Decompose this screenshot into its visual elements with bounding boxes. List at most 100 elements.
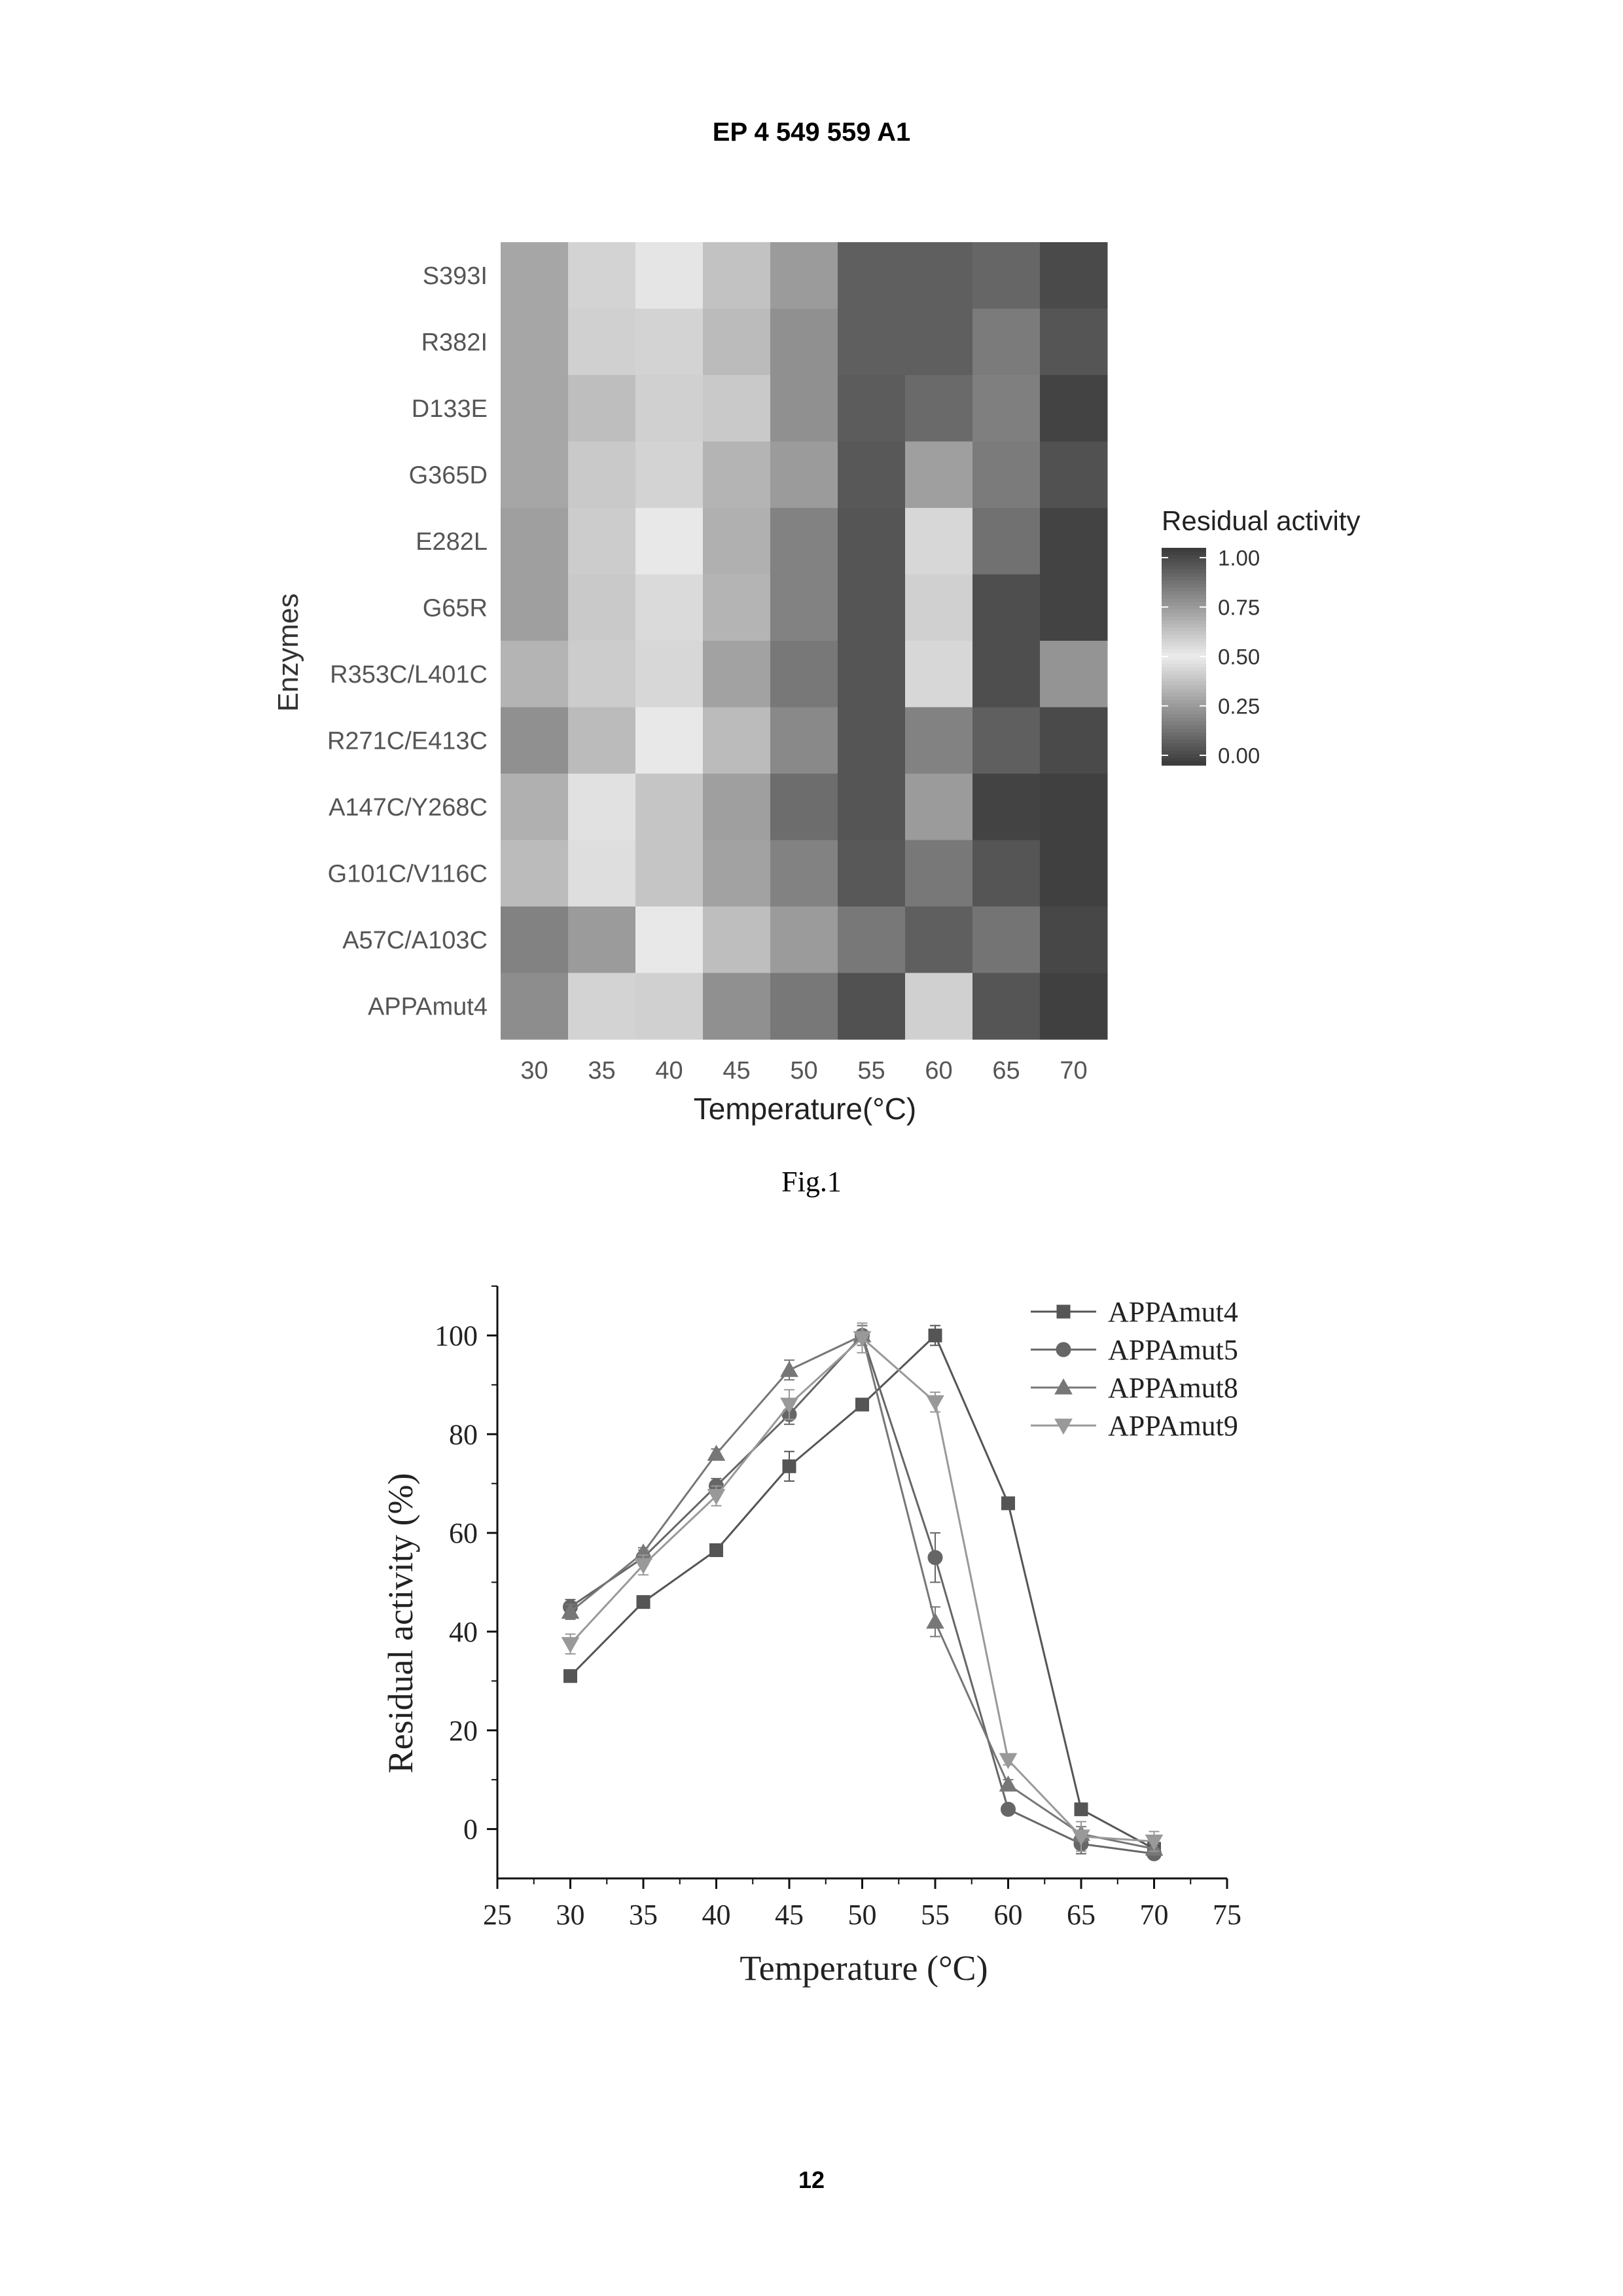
heatmap-x-tick-label: 50 — [790, 1057, 817, 1085]
heatmap-cell — [568, 906, 636, 973]
heatmap-y-tick-label: E282L — [416, 528, 488, 556]
heatmap-cell — [838, 508, 906, 575]
colorbar-tick-label: 1.00 — [1218, 546, 1260, 570]
colorbar-segment — [1162, 624, 1206, 628]
heatmap-cell — [1040, 242, 1108, 309]
heatmap-cell — [635, 308, 704, 376]
colorbar-segment — [1162, 653, 1206, 657]
heatmap-cell — [568, 574, 636, 641]
heatmap-cell — [1040, 441, 1108, 509]
series-APPAmut9 — [561, 1322, 1164, 1852]
data-point — [561, 1637, 580, 1653]
colorbar-segment — [1162, 580, 1206, 585]
x-tick-label: 70 — [1140, 1899, 1169, 1931]
heatmap-cell — [703, 242, 771, 309]
figure-1-caption: Fig.1 — [781, 1166, 842, 1198]
x-tick-label: 30 — [556, 1899, 585, 1931]
heatmap-cell — [1040, 840, 1108, 907]
heatmap-cell — [635, 574, 704, 641]
heatmap-cell — [1040, 508, 1108, 575]
x-tick-label: 35 — [629, 1899, 658, 1931]
y-tick-label: 40 — [449, 1616, 478, 1648]
series-line — [569, 1333, 1154, 1855]
heatmap-chart: S393I R382I D133E G365D E282L G65R R353C/L401C… — [272, 242, 1360, 1126]
colorbar-segment — [1162, 587, 1206, 592]
heatmap-cell — [501, 973, 569, 1040]
heatmap-cell — [568, 641, 636, 708]
heatmap-cell — [1040, 574, 1108, 641]
heatmap-cell — [635, 707, 704, 774]
heatmap-cell — [905, 441, 973, 509]
colorbar-segment — [1162, 649, 1206, 654]
heatmap-cell — [501, 840, 569, 907]
heatmap-x-tick-label: 35 — [588, 1057, 615, 1085]
heatmap-cell — [703, 375, 771, 442]
colorbar-segment — [1162, 613, 1206, 617]
colorbar-segment — [1162, 645, 1206, 650]
heatmap-cell — [1040, 707, 1108, 774]
heatmap-x-tick-label: 45 — [722, 1057, 750, 1085]
heatmap-cell — [703, 906, 771, 973]
heatmap-cell — [838, 906, 906, 973]
x-tick-label: 25 — [483, 1899, 512, 1931]
colorbar-segment — [1162, 617, 1206, 621]
heatmap-cell — [770, 641, 838, 708]
line-chart-series — [561, 1322, 1164, 1861]
data-point — [927, 1550, 943, 1566]
heatmap-cell — [838, 707, 906, 774]
heatmap-y-tick-label: A57C/A103C — [342, 927, 488, 954]
colorbar-segment — [1162, 562, 1206, 567]
heatmap-cell — [635, 441, 704, 509]
heatmap-cell — [1040, 906, 1108, 973]
heatmap-x-tick-label: 65 — [992, 1057, 1020, 1085]
heatmap-y-tick-label: G365D — [409, 461, 488, 489]
colorbar-segment — [1162, 631, 1206, 636]
colorbar-segment — [1162, 732, 1206, 737]
heatmap-cell — [905, 242, 973, 309]
colorbar-segment — [1162, 714, 1206, 719]
colorbar-segment — [1162, 602, 1206, 607]
page-number: 12 — [798, 2166, 825, 2193]
heatmap-cell — [972, 840, 1041, 907]
heatmap-cell — [635, 641, 704, 708]
y-tick-label: 60 — [449, 1517, 478, 1549]
data-point — [1001, 1496, 1015, 1511]
colorbar-segment — [1162, 707, 1206, 711]
heatmap-x-axis-label: Temperature(°C) — [694, 1092, 917, 1126]
heatmap-cell — [568, 774, 636, 840]
heatmap-cell — [703, 973, 771, 1040]
heatmap-cell — [501, 508, 569, 575]
colorbar-segment — [1162, 577, 1206, 581]
heatmap-cell — [501, 441, 569, 509]
colorbar-segment — [1162, 747, 1206, 751]
data-point — [561, 1602, 580, 1619]
heatmap-cell — [972, 441, 1041, 509]
heatmap-cell — [972, 707, 1041, 774]
colorbar-segment — [1162, 681, 1206, 687]
colorbar-segment — [1162, 671, 1206, 675]
y-tick-label: 20 — [449, 1715, 478, 1747]
line-chart-legend: APPAmut4 APPAmut5 APPAmut8 APPAmut9 — [1031, 1296, 1238, 1442]
x-tick-label: 60 — [994, 1899, 1023, 1931]
colorbar-segment — [1162, 620, 1206, 624]
colorbar-segment — [1162, 743, 1206, 748]
heatmap-y-tick-label: G101C/V116C — [328, 860, 488, 888]
heatmap-cell — [972, 641, 1041, 708]
data-point — [926, 1612, 944, 1629]
heatmap-cell — [905, 308, 973, 376]
heatmap-cell — [905, 574, 973, 641]
heatmap-cell — [972, 242, 1041, 309]
heatmap-cell — [635, 840, 704, 907]
series-line — [569, 1333, 1155, 1850]
heatmap-cell — [635, 774, 704, 840]
colorbar-segment — [1162, 674, 1206, 679]
heatmap-cell — [838, 375, 906, 442]
colorbar-segment — [1162, 689, 1206, 694]
colorbar-segment — [1162, 641, 1206, 647]
x-tick-label: 50 — [848, 1899, 877, 1931]
series-line — [569, 1336, 1154, 1842]
heatmap-y-tick-label: R353C/L401C — [330, 661, 488, 689]
data-point — [1001, 1801, 1016, 1817]
heatmap-cell — [972, 774, 1041, 840]
legend-marker — [1054, 1378, 1073, 1395]
